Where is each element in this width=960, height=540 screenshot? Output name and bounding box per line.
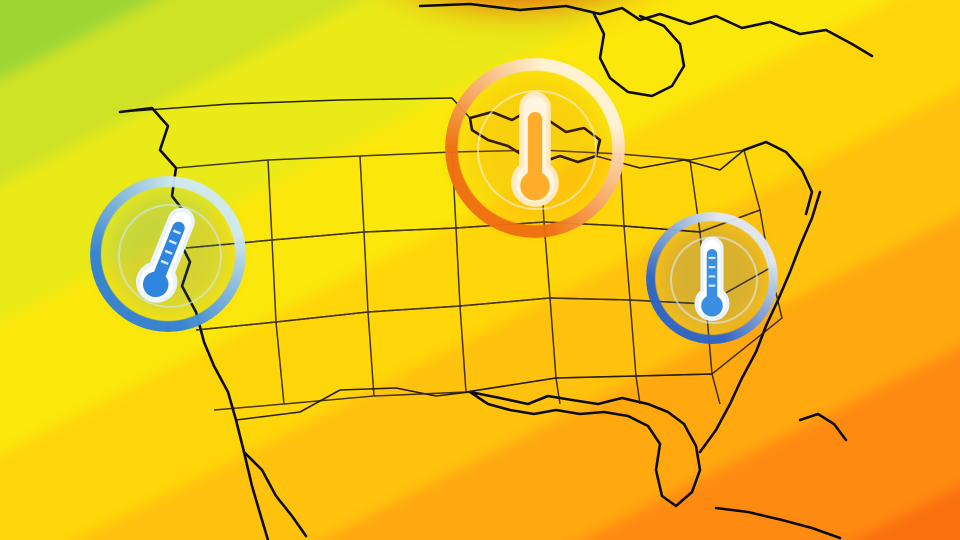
badge-inner-ring: [477, 90, 597, 210]
state-borders-west: [175, 151, 467, 411]
badge-inner-ring: [669, 235, 759, 325]
thermometer-tick: [708, 284, 716, 287]
coastline-atlantic: [698, 190, 822, 454]
coastline-canada-north: [418, 2, 874, 58]
thermometer-tick: [708, 266, 716, 269]
thermometer-icon: [511, 91, 559, 207]
border-usa-mexico: [235, 387, 471, 421]
coastline-bahamas: [798, 412, 848, 442]
west-coast-cool-callout[interactable]: California / West Coast — below normal: [90, 176, 246, 332]
thermometer-icon: [694, 236, 730, 322]
coastline-baja: [242, 450, 308, 538]
coastline-cuba: [714, 506, 842, 540]
thermometer-column: [527, 112, 543, 184]
border-usa-canada: [119, 97, 471, 119]
thermometer-tick: [708, 275, 716, 278]
thermometer-bulb: [701, 294, 723, 317]
thermometer-bulb: [520, 171, 550, 201]
coastline-northeast: [742, 140, 814, 216]
badge-inner-ring: [118, 204, 222, 308]
thermometer-tick: [160, 259, 169, 266]
great-lakes-warm-callout[interactable]: Upper Midwest / Great Lakes — above norm…: [445, 58, 625, 238]
coastline-hudson-bay: [592, 12, 686, 98]
thermometer-tick: [168, 239, 177, 245]
thermometer-icon: [136, 207, 195, 303]
thermometer-tick: [708, 256, 716, 259]
coastline-gulf-east: [468, 390, 702, 508]
thermometer-tick: [172, 229, 181, 235]
southeast-cool-callout[interactable]: Mid-Atlantic / Southeast — below normal: [646, 212, 778, 344]
thermometer-tick: [164, 249, 173, 255]
